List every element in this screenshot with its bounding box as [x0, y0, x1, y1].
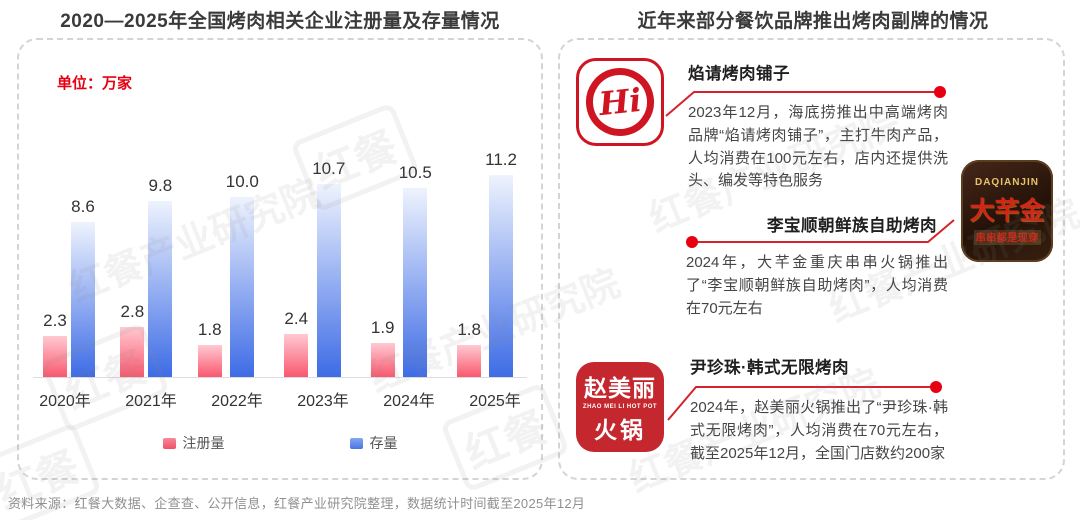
- x-axis-label: 2021年: [125, 393, 177, 410]
- bar-group: 2.4 10.7: [284, 159, 345, 377]
- bar-chart: 2.3 8.6 2.8 9.8 1.8 10.0 2.4 10.7 1.9 10.5 1.8 11.2…: [33, 138, 527, 453]
- bar-value-label: 2.3: [43, 310, 67, 330]
- daqianjin-logo: DAQIANJIN 大芊金 串串都是现穿: [961, 160, 1053, 262]
- zhaomeili-logo-line2: 火锅: [594, 417, 646, 443]
- brand-item-yanqing: Hi 焰请烤肉铺子 2023年12月，海底捞推出中高端烤肉品牌“焰请烤肉铺子”，…: [576, 58, 1053, 190]
- bar-group: 1.8 11.2: [457, 150, 517, 377]
- zhaomeili-logo: 赵美丽 ZHAO MEI LI HOT POT 火锅: [576, 362, 664, 452]
- legend-label-stock: 存量: [369, 435, 398, 451]
- legend-swatch-registration-icon: [162, 437, 176, 449]
- bar-value-label: 8.6: [71, 197, 95, 217]
- x-axis-label: 2023年: [297, 393, 349, 410]
- registration-bar: [457, 344, 482, 377]
- brands-card: Hi 焰请烤肉铺子 2023年12月，海底捞推出中高端烤肉品牌“焰请烤肉铺子”，…: [558, 38, 1065, 480]
- brand-description: 2023年12月，海底捞推出中高端烤肉品牌“焰请烤肉铺子”，主打牛肉产品，人均消…: [688, 104, 948, 190]
- bar-group: 2.8 9.8: [120, 175, 173, 377]
- x-axis-labels: 2020年 2021年 2022年 2023年 2024年 2025年: [33, 387, 527, 411]
- bar-value-label: 1.8: [457, 319, 481, 339]
- legend-item-registration: 注册量: [162, 433, 225, 453]
- bar-value-label: 2.8: [120, 301, 145, 321]
- stock-bar: [148, 200, 173, 377]
- brand-name: 李宝顺朝鲜族自助烤肉: [767, 217, 937, 235]
- bar-value-label: 2.4: [284, 308, 309, 328]
- daqianjin-logo-main-text: 大芊金: [969, 197, 1045, 225]
- brand-description: 2024年，赵美丽火锅推出了“尹珍珠·韩式无限烤肉”，人均消费在70元左右，截至…: [690, 399, 948, 462]
- daqianjin-logo-top-text: DAQIANJIN: [974, 177, 1039, 188]
- stock-bar: [71, 222, 95, 377]
- bar-value-label: 9.8: [148, 175, 173, 195]
- stock-bar: [316, 184, 341, 377]
- chart-legend: 注册量 存量: [33, 433, 527, 453]
- x-axis-label: 2022年: [211, 393, 263, 410]
- bar-value-label: 11.2: [485, 150, 517, 170]
- bar-value-label: 10.7: [312, 159, 346, 179]
- stock-bar: [403, 188, 428, 377]
- chart-card: 单位：万家 2.3 8.6 2.8 9.8 1.8 10.0 2.4 10.7 1.9 10.5 1…: [17, 38, 543, 480]
- registration-bar: [120, 326, 145, 377]
- right-panel-title: 近年来部分餐饮品牌推出烤肉副牌的情况: [637, 11, 989, 32]
- bar-value-label: 1.8: [197, 319, 222, 339]
- daqianjin-logo-slogan: 串串都是现穿: [973, 230, 1041, 245]
- left-panel-title: 2020—2025年全国烤肉相关企业注册量及存量情况: [60, 11, 500, 32]
- registration-bar: [43, 335, 67, 377]
- bars-row: 2.3 8.6 2.8 9.8 1.8 10.0 2.4 10.7 1.9 10.5 1.8 11.2: [33, 138, 527, 378]
- registration-bar: [284, 333, 309, 377]
- legend-label-registration: 注册量: [182, 435, 225, 451]
- x-axis-label: 2024年: [383, 393, 435, 410]
- brand-name: 焰请烤肉铺子: [688, 65, 790, 83]
- stock-bar: [489, 175, 514, 377]
- bar-value-label: 10.0: [225, 172, 259, 191]
- registration-bar: [197, 344, 222, 377]
- registration-bar: [370, 342, 395, 377]
- bar-value-label: 10.5: [398, 163, 432, 182]
- legend-item-stock: 存量: [349, 433, 398, 453]
- legend-swatch-stock-icon: [349, 437, 363, 449]
- zhaomeili-logo-subtext: ZHAO MEI LI HOT POT: [582, 404, 658, 410]
- brand-name: 尹珍珠·韩式无限烤肉: [690, 359, 849, 377]
- hi-ring-icon: Hi: [580, 62, 660, 142]
- brand-item-yinzhenzhu: 赵美丽 ZHAO MEI LI HOT POT 火锅 尹珍珠·韩式无限烤肉 20…: [576, 348, 1053, 480]
- brand-description: 2024年，大芊金重庆串串火锅推出了“李宝顺朝鲜族自助烤肉”，人均消费在70元左…: [686, 254, 948, 317]
- bar-group: 1.8 10.0: [197, 172, 259, 377]
- brand-item-libaoshun: DAQIANJIN 大芊金 串串都是现穿 李宝顺朝鲜族自助烤肉 2024年，大芊…: [576, 160, 1053, 320]
- unit-label: 单位：万家: [57, 75, 133, 92]
- zhaomeili-logo-line1: 赵美丽: [584, 375, 656, 401]
- stock-bar: [230, 197, 255, 377]
- x-axis-label: 2025年: [469, 393, 521, 410]
- bar-group: 2.3 8.6: [43, 197, 95, 377]
- hi-logo-text: Hi: [596, 80, 644, 124]
- bar-value-label: 1.9: [370, 317, 395, 337]
- data-source-note: 资料来源：红餐大数据、企查查、公开信息，红餐产业研究院整理，数据统计时间截至20…: [8, 496, 586, 511]
- haidilao-hi-logo: Hi: [576, 58, 664, 146]
- bar-group: 1.9 10.5: [370, 163, 432, 377]
- x-axis-label: 2020年: [39, 393, 91, 410]
